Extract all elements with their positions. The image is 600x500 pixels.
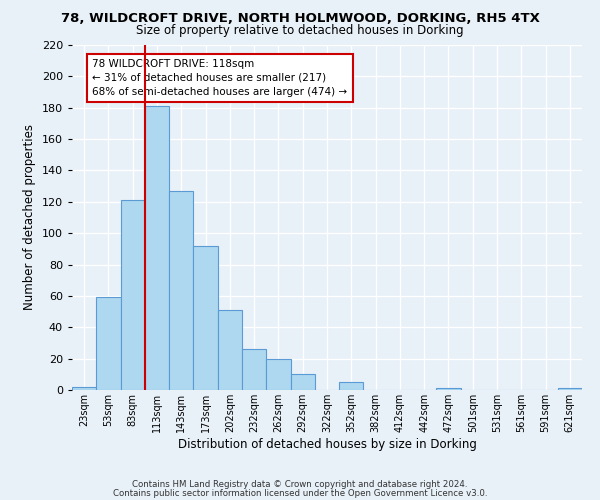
Text: 78, WILDCROFT DRIVE, NORTH HOLMWOOD, DORKING, RH5 4TX: 78, WILDCROFT DRIVE, NORTH HOLMWOOD, DOR…	[61, 12, 539, 26]
Bar	[339, 382, 364, 390]
Bar	[242, 349, 266, 390]
Bar	[193, 246, 218, 390]
Bar	[121, 200, 145, 390]
Text: Contains HM Land Registry data © Crown copyright and database right 2024.: Contains HM Land Registry data © Crown c…	[132, 480, 468, 489]
X-axis label: Distribution of detached houses by size in Dorking: Distribution of detached houses by size …	[178, 438, 476, 450]
Y-axis label: Number of detached properties: Number of detached properties	[23, 124, 36, 310]
Bar	[72, 387, 96, 390]
Text: Contains public sector information licensed under the Open Government Licence v3: Contains public sector information licen…	[113, 488, 487, 498]
Bar	[169, 191, 193, 390]
Bar	[436, 388, 461, 390]
Bar	[290, 374, 315, 390]
Bar	[145, 106, 169, 390]
Text: Size of property relative to detached houses in Dorking: Size of property relative to detached ho…	[136, 24, 464, 37]
Bar	[96, 298, 121, 390]
Bar	[558, 388, 582, 390]
Bar	[266, 358, 290, 390]
Text: 78 WILDCROFT DRIVE: 118sqm
← 31% of detached houses are smaller (217)
68% of sem: 78 WILDCROFT DRIVE: 118sqm ← 31% of deta…	[92, 59, 347, 97]
Bar	[218, 310, 242, 390]
